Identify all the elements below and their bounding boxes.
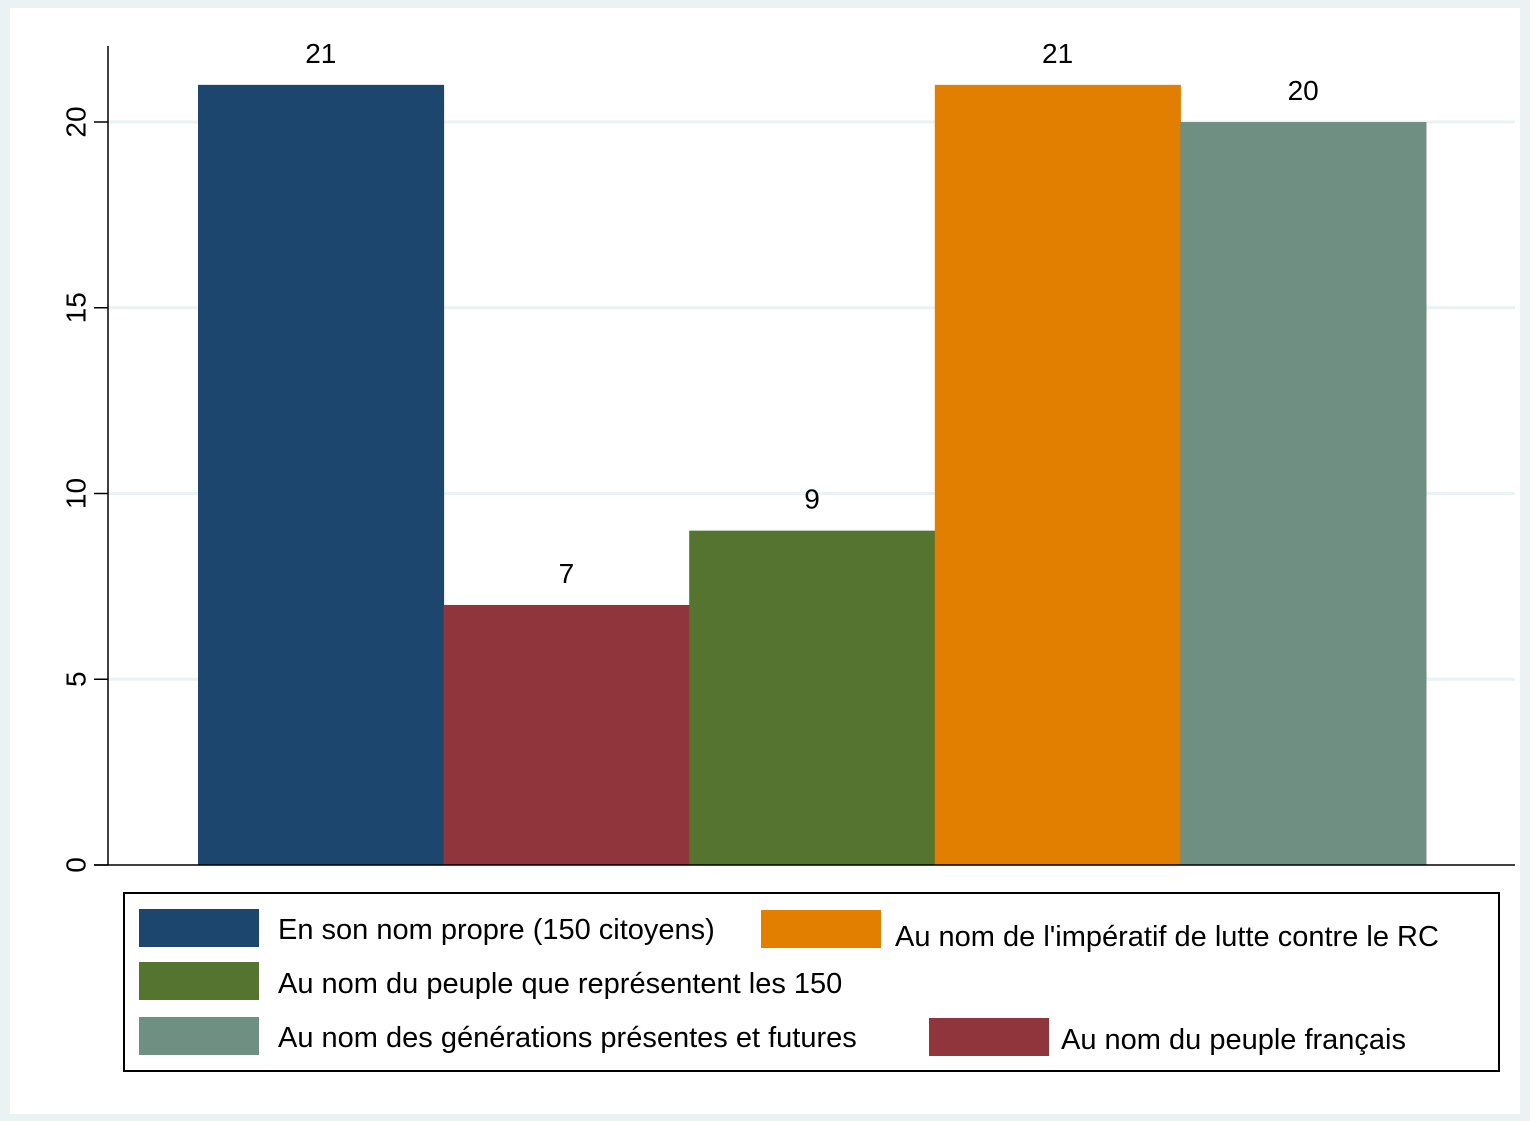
y-tick-label: 5 xyxy=(61,671,92,687)
bar xyxy=(934,84,1181,866)
y-tick-label: 20 xyxy=(61,106,92,137)
legend: En son nom propre (150 citoyens) Au nom d… xyxy=(123,892,1500,1072)
bar xyxy=(1180,122,1427,865)
bar-value-label: 21 xyxy=(305,38,336,69)
y-tick-label: 0 xyxy=(61,857,92,873)
bar-value-label: 20 xyxy=(1288,75,1319,106)
legend-swatch xyxy=(139,909,259,947)
legend-label: Au nom de l'impératif de lutte contre le… xyxy=(895,921,1439,953)
legend-swatch xyxy=(761,910,881,948)
bars xyxy=(198,84,1427,866)
bar-value-label: 21 xyxy=(1042,38,1073,69)
bar-value-label: 9 xyxy=(804,484,820,515)
legend-swatch xyxy=(139,1017,259,1055)
legend-box xyxy=(123,892,1500,1072)
legend-label: En son nom propre (150 citoyens) xyxy=(278,914,715,946)
legend-swatch xyxy=(139,962,259,1000)
legend-label: Au nom du peuple que représentent les 15… xyxy=(278,968,842,1000)
legend-swatch xyxy=(929,1018,1049,1056)
bar-value-label: 7 xyxy=(559,558,575,589)
bar xyxy=(689,530,936,865)
bar xyxy=(443,604,690,865)
y-tick-label: 10 xyxy=(61,478,92,509)
data-labels: 21 7 9 21 20 xyxy=(305,38,1319,589)
legend-label: Au nom des générations présentes et futu… xyxy=(278,1022,857,1054)
bar xyxy=(198,84,445,866)
y-tick-label: 15 xyxy=(61,292,92,323)
legend-label: Au nom du peuple français xyxy=(1061,1024,1406,1056)
